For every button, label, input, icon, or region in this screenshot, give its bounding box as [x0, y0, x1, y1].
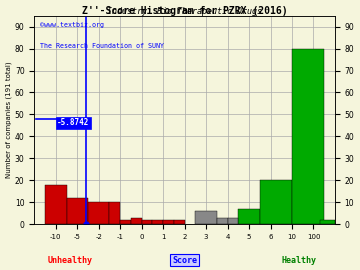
- Bar: [260, 180, 292, 224]
- Bar: [228, 218, 238, 224]
- Bar: [131, 218, 142, 224]
- Bar: [238, 209, 260, 224]
- Bar: [88, 202, 109, 224]
- Bar: [109, 202, 120, 224]
- Bar: [292, 49, 324, 224]
- Bar: [45, 185, 67, 224]
- Text: The Research Foundation of SUNY: The Research Foundation of SUNY: [40, 43, 164, 49]
- Bar: [163, 220, 174, 224]
- Bar: [142, 220, 152, 224]
- Text: Industry: Bio Therapeutic Drugs: Industry: Bio Therapeutic Drugs: [107, 6, 262, 16]
- Bar: [67, 198, 88, 224]
- Bar: [320, 220, 335, 224]
- Title: Z''-Score Histogram for PZRX (2016): Z''-Score Histogram for PZRX (2016): [82, 6, 287, 16]
- Text: Score: Score: [172, 256, 197, 265]
- Text: ©www.textbiz.org: ©www.textbiz.org: [40, 22, 104, 28]
- Bar: [195, 211, 217, 224]
- Bar: [217, 218, 228, 224]
- Text: Healthy: Healthy: [282, 256, 316, 265]
- Text: -5.8742: -5.8742: [57, 119, 90, 127]
- Bar: [120, 220, 131, 224]
- Y-axis label: Number of companies (191 total): Number of companies (191 total): [5, 62, 12, 178]
- Bar: [152, 220, 163, 224]
- Text: Unhealthy: Unhealthy: [48, 256, 93, 265]
- Bar: [174, 220, 185, 224]
